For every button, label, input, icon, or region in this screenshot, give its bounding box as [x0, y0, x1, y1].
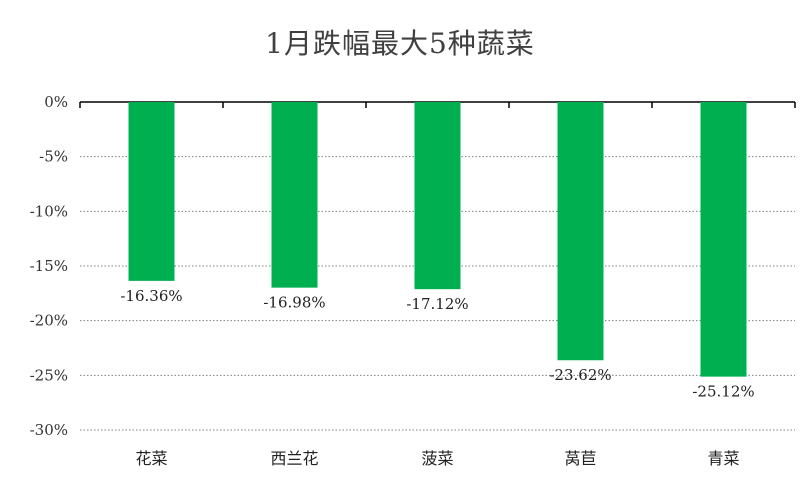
y-tick-label: -30% — [30, 421, 68, 439]
category-label: 莴苣 — [564, 449, 596, 468]
data-label: -17.12% — [406, 295, 468, 313]
bar — [128, 102, 175, 281]
y-tick-label: 0% — [44, 93, 68, 111]
y-tick-label: -5% — [39, 148, 68, 166]
bar — [557, 102, 604, 361]
y-tick-label: -25% — [30, 366, 68, 384]
data-label: -16.36% — [120, 287, 182, 305]
chart-title: 1月跌幅最大5种蔬菜 — [265, 27, 535, 60]
data-label: -23.62% — [549, 366, 611, 384]
y-tick-label: -20% — [30, 312, 68, 330]
category-label: 花菜 — [135, 449, 167, 468]
y-tick-label: -15% — [30, 257, 68, 275]
data-label: -25.12% — [692, 383, 754, 401]
category-label: 西兰花 — [270, 449, 318, 468]
y-tick-label: -10% — [30, 202, 68, 220]
bar — [700, 102, 747, 377]
category-label: 青菜 — [707, 449, 739, 468]
bar — [271, 102, 318, 288]
bar — [414, 102, 461, 290]
data-label: -16.98% — [263, 294, 325, 312]
category-label: 菠菜 — [421, 449, 453, 468]
